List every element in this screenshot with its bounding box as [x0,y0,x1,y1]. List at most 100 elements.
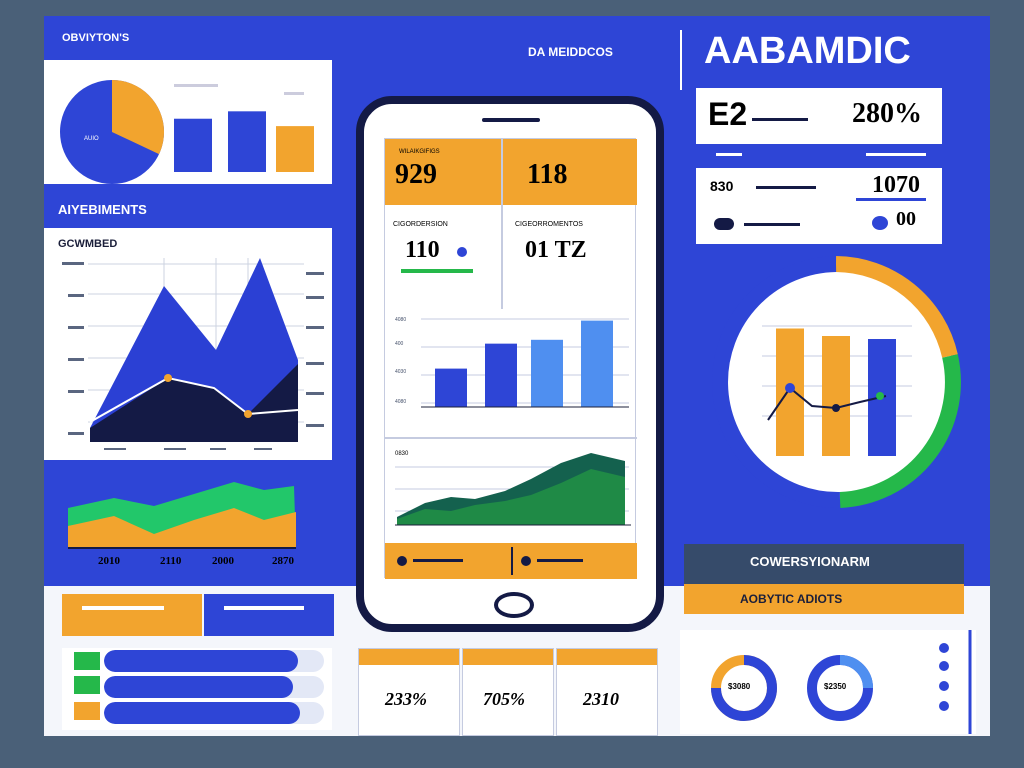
bars [435,320,613,407]
kpi-dot [457,247,467,257]
pie-chart [60,80,164,184]
header-center-title: DA MEIDDCOS [528,45,613,59]
circular-bar-chart [712,256,961,509]
kpi-underline [401,269,473,273]
bars [776,328,896,456]
pie-slice-orange [112,80,164,155]
progress-bar [104,650,324,672]
ring-segment-green [839,354,961,508]
phone-screen: WILAIKGIFIGS 929 118 CIGORDERSION 110 CI… [384,138,637,579]
stat-value: 280% [852,98,922,129]
pie-label: AUIO [84,136,99,142]
ring-segment-orange [835,256,958,358]
conversion-title: COWERSYIONARM [750,554,870,569]
kpi-divider [501,139,503,309]
donut-label: $3080 [728,682,751,691]
trend-point [164,374,172,382]
trend-line [89,376,299,423]
orange-area [68,508,296,548]
donut-label: $2350 [824,682,847,691]
conversion-box: COWERSYIONARM [684,544,964,584]
legend-dots [939,643,949,711]
stat-underline [856,198,926,201]
status-square [74,652,100,670]
stat-label: E2 [708,96,748,132]
kpi-value: 01 TZ [525,237,587,263]
year-label: 2110 [160,555,182,567]
mini-bar [174,118,212,172]
progress-list [62,648,332,730]
donuts [711,630,972,734]
header-left-title: OBVIYTON'S [62,32,130,44]
mini-bar-chart [174,111,314,172]
metric-value: 705% [483,689,525,709]
kpi-label: CIGORDERSION [393,221,448,228]
toggle-icon[interactable] [872,216,888,230]
y-tick-label: 400 [395,341,404,347]
y-tick-label: 4030 [395,369,407,375]
kpi-card-3: CIGORDERSION 110 [385,209,501,275]
status-square [74,702,100,720]
donut-2 [807,655,873,721]
conversion-subtitle-bar: AOBYTIC ADIOTS [684,584,964,614]
mountain-chart [62,258,324,450]
phone-bar [435,368,467,407]
stat-value: 00 [896,208,916,230]
trend-point [876,392,884,400]
left-chart-panel: GCWMBED [44,228,332,460]
legend-dot [397,556,407,566]
y-tick-marks [62,262,324,450]
blue-button[interactable] [204,594,334,636]
progress-bar [104,676,324,698]
phone-bar [531,339,563,407]
toggle-icon[interactable] [714,218,734,230]
orange-button[interactable] [62,594,202,636]
stat-card-middle: 830 1070 00 [696,168,942,244]
mini-bar [276,126,314,172]
mini-bar [228,111,266,172]
area-title: 0830 [395,451,409,457]
phone-legend-bar [385,543,637,579]
donut-1 [711,655,777,721]
kpi-label: CIGEORROMENTOS [515,221,583,228]
donut-panel: $3080 $2350 [680,630,976,734]
year-label: 2010 [98,555,120,567]
stat-card-top: E2 280% [696,88,942,144]
stacked-area-chart [68,482,296,549]
section-title: AIYEBIMENTS [58,202,147,217]
metric-value: 233% [385,689,427,709]
metric-card: 2310 [556,648,658,736]
circle-bar [822,336,850,456]
progress-bar-fill [104,702,300,724]
phone-bar [485,343,517,407]
stat-strip [696,144,942,164]
header-divider [680,30,682,90]
phone-bar-chart [421,318,629,408]
year-label: 2870 [272,555,294,567]
phone-speaker [482,118,540,122]
phone-frame: WILAIKGIFIGS 929 118 CIGORDERSION 110 CI… [356,96,664,632]
brand-title: AABAMDIC [704,30,911,72]
pie-and-bars-chart [60,80,314,184]
kpi-value: 110 [405,237,440,263]
progress-bar-fill [104,650,298,672]
stat-value: 1070 [872,172,920,198]
year-label: 2000 [212,555,234,567]
top-left-panel: AUIO [44,60,332,184]
progress-bar-fill [104,676,294,698]
panel-caption-line [284,92,304,95]
metric-card: 705% [462,648,554,736]
chart-title: GCWMBED [58,238,118,250]
kpi-card-1: WILAIKGIFIGS 929 [385,139,501,205]
green-area [397,469,625,525]
kpi-card-2: 118 [503,139,637,205]
navy-area [90,364,298,442]
legend-dot [521,556,531,566]
conversion-subtitle: AOBYTIC ADIOTS [740,592,843,606]
trend-point [832,404,840,412]
trend-line [767,386,887,421]
phone-home-button[interactable] [494,592,534,618]
progress-bar [104,702,324,724]
y-tick-label: 4080 [395,317,407,323]
stat-label: 830 [710,178,734,194]
